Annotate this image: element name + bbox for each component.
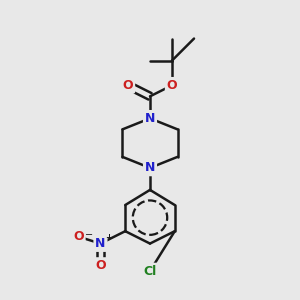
Text: O: O (95, 259, 106, 272)
Text: O: O (73, 230, 84, 243)
Text: Cl: Cl (143, 265, 157, 278)
Text: N: N (95, 237, 106, 250)
Text: O: O (123, 79, 133, 92)
Text: +: + (105, 233, 112, 242)
Text: N: N (145, 112, 155, 125)
Text: −: − (85, 230, 94, 240)
Text: N: N (145, 161, 155, 174)
Text: O: O (167, 79, 177, 92)
